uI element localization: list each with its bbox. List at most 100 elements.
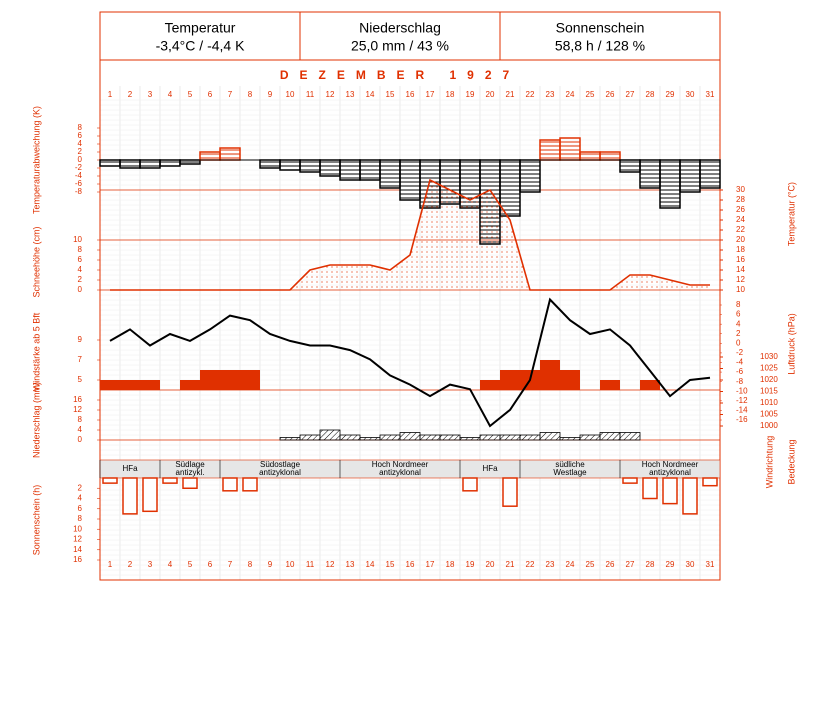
day-label: 27 <box>626 560 635 569</box>
axis-label: Windrichtung <box>764 436 774 489</box>
precip-bar <box>479 434 501 441</box>
y2-tick-label: 16 <box>736 255 745 264</box>
tick-label: 8 <box>78 514 83 523</box>
precip-bar <box>579 434 601 441</box>
y2-tick-label: 1000 <box>760 421 778 430</box>
day-label: 10 <box>286 90 295 99</box>
tick-label: 9 <box>78 335 83 344</box>
y2-tick-label: 1025 <box>760 364 778 373</box>
wind-bar <box>640 380 660 390</box>
wind-bar <box>200 370 220 390</box>
precip-bar <box>359 437 381 441</box>
tick-label: 4 <box>78 494 83 503</box>
day-label: 26 <box>606 90 615 99</box>
anomaly-bar <box>399 159 421 201</box>
day-label: 4 <box>168 560 173 569</box>
precip-bar <box>599 432 621 441</box>
axis-label: Luftdruck (hPa) <box>786 313 796 375</box>
y2-tick-label: 1015 <box>760 387 778 396</box>
day-label: 22 <box>526 560 535 569</box>
anomaly-bar <box>339 159 361 181</box>
precip-bar <box>539 432 561 441</box>
tick-label: 6 <box>78 131 83 140</box>
anomaly-bar <box>219 147 241 161</box>
wind-bar <box>480 380 500 390</box>
tick-label: -2 <box>75 163 83 172</box>
tick-label: 4 <box>78 265 83 274</box>
weather-type: Südostlage <box>260 460 301 469</box>
y2-tick-label: 4 <box>736 319 741 328</box>
day-label: 18 <box>446 560 455 569</box>
day-label: 21 <box>506 90 515 99</box>
anomaly-bar <box>619 159 641 173</box>
y2-tick-label: 18 <box>736 245 745 254</box>
axis-label: Sonnenschein (h) <box>31 485 41 556</box>
day-label: 17 <box>426 560 435 569</box>
sunshine-bar <box>182 477 198 489</box>
frame <box>99 11 721 581</box>
tick-label: 16 <box>73 395 82 404</box>
y2-tick-label: -4 <box>736 358 744 367</box>
weather-type: HFa <box>482 464 498 473</box>
tick-label: 8 <box>78 245 83 254</box>
sunshine-bar <box>702 477 718 487</box>
axis-label: Schneehöhe (cm) <box>31 226 41 297</box>
day-label: 29 <box>666 90 675 99</box>
day-label: 28 <box>646 560 655 569</box>
weather-type: antizykl. <box>176 468 205 477</box>
tick-label: -8 <box>75 187 83 196</box>
day-label: 5 <box>188 560 193 569</box>
y2-tick-label: -16 <box>736 415 748 424</box>
anomaly-bar <box>159 159 181 167</box>
anomaly-bar <box>179 159 201 165</box>
day-label: 20 <box>486 560 495 569</box>
day-label: 12 <box>326 560 335 569</box>
anomaly-bar <box>139 159 161 169</box>
precip-bar <box>439 434 461 441</box>
day-label: 31 <box>706 560 715 569</box>
day-label: 6 <box>208 560 213 569</box>
y2-tick-label: 1010 <box>760 398 778 407</box>
y2-tick-label: 6 <box>736 310 741 319</box>
wind-bar <box>220 370 240 390</box>
tick-label: 14 <box>73 545 82 554</box>
wind-bar <box>120 380 140 390</box>
y2-tick-label: 10 <box>736 285 745 294</box>
day-label: 16 <box>406 90 415 99</box>
day-label: 31 <box>706 90 715 99</box>
day-label: 20 <box>486 90 495 99</box>
day-label: 15 <box>386 560 395 569</box>
sunshine-bar <box>662 477 678 505</box>
y2-tick-label: 20 <box>736 235 745 244</box>
day-label: 28 <box>646 90 655 99</box>
axis-label: Bedeckung <box>786 439 796 484</box>
tick-label: 10 <box>73 235 82 244</box>
anomaly-bar <box>539 139 561 161</box>
y2-tick-label: 8 <box>736 300 741 309</box>
day-label: 2 <box>128 560 133 569</box>
day-label: 26 <box>606 560 615 569</box>
chart-title: DEZEMBER 1927 <box>280 68 520 82</box>
day-label: 24 <box>566 90 575 99</box>
y2-tick-label: 24 <box>736 215 745 224</box>
y2-tick-label: -10 <box>736 386 748 395</box>
tick-label: 12 <box>73 405 82 414</box>
precip-bar <box>499 434 521 441</box>
tick-label: 7 <box>78 355 83 364</box>
anomaly-bar <box>259 159 281 169</box>
precip-bar <box>619 432 641 441</box>
precip-bar <box>519 434 541 441</box>
day-label: 5 <box>188 90 193 99</box>
precip-bar <box>459 437 481 441</box>
sunshine-bar <box>122 477 138 515</box>
day-label: 8 <box>248 90 253 99</box>
sunshine-bar <box>142 477 158 513</box>
tick-label: 6 <box>78 255 83 264</box>
snow-area <box>110 180 710 290</box>
tick-label: 16 <box>73 555 82 564</box>
tick-label: 10 <box>73 524 82 533</box>
precip-bar <box>379 434 401 441</box>
sunshine-bar <box>102 477 118 484</box>
